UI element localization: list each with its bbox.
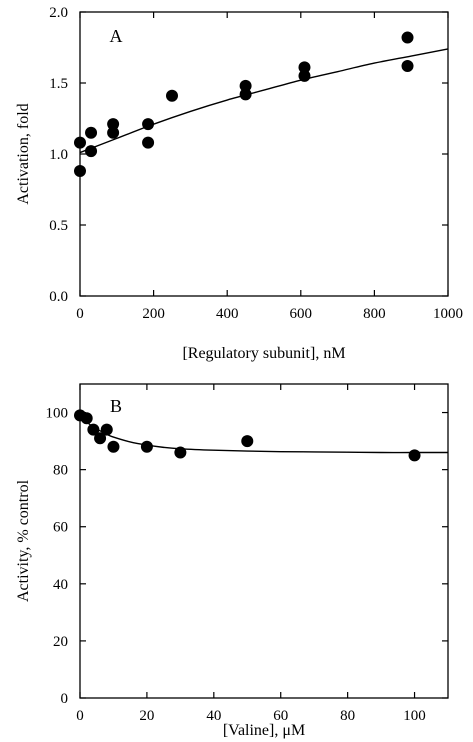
y-axis-label: Activity, % control <box>15 479 32 602</box>
y-axis-label: Activation, fold <box>15 103 32 204</box>
data-point <box>401 31 414 44</box>
y-tick-label: 1.0 <box>49 147 68 163</box>
data-point <box>107 118 120 131</box>
data-point <box>87 423 100 436</box>
y-tick-label: 60 <box>53 520 68 536</box>
y-tick-label: 1.5 <box>49 76 68 92</box>
x-tick-label: 60 <box>273 708 288 724</box>
data-point <box>80 412 93 425</box>
y-tick-label: 20 <box>53 634 68 650</box>
x-tick-label: 0 <box>76 708 84 724</box>
x-tick-label: 1000 <box>433 306 463 322</box>
data-point <box>408 449 421 462</box>
x-axis-label: [Regulatory subunit], nM <box>182 345 345 362</box>
data-point <box>74 136 86 149</box>
y-tick-label: 2.0 <box>49 5 68 21</box>
data-point <box>100 423 113 436</box>
x-tick-label: 800 <box>363 306 386 322</box>
data-point <box>74 165 86 178</box>
x-tick-label: 400 <box>216 306 239 322</box>
data-point <box>85 145 98 158</box>
plot-frame <box>79 383 449 699</box>
y-tick-label: 40 <box>53 577 68 593</box>
data-point <box>107 440 120 453</box>
y-tick-label: 0.5 <box>49 218 68 234</box>
data-point <box>298 61 311 74</box>
x-tick-label: 20 <box>139 708 154 724</box>
panel-letter: A <box>110 26 123 46</box>
data-point <box>142 118 155 131</box>
x-tick-label: 100 <box>403 708 426 724</box>
panel-b: 0 20 40 60 80 100 0 20 40 60 80 100 [Valine], μM Acti… <box>15 383 449 739</box>
data-point <box>85 126 98 139</box>
x-tick-label: 200 <box>142 306 165 322</box>
data-point <box>142 136 155 149</box>
fit-curve <box>79 48 449 154</box>
data-point <box>174 446 187 459</box>
data-point <box>401 59 414 72</box>
data-point <box>166 89 178 102</box>
panel-letter: B <box>110 396 122 416</box>
panel-a: 0 200 400 600 800 1000 0.0 0.5 1.0 1.5 2.0 [Regulat… <box>15 5 463 362</box>
x-axis-label: [Valine], μM <box>223 722 305 739</box>
x-tick-label: 40 <box>206 708 221 724</box>
plot-frame <box>79 11 449 297</box>
data-point <box>298 69 311 82</box>
y-tick-label: 0.0 <box>49 289 68 305</box>
data-point <box>94 432 107 445</box>
y-tick-label: 80 <box>53 463 68 479</box>
data-point <box>241 435 254 448</box>
data-point <box>239 79 252 92</box>
data-point <box>140 440 153 453</box>
fit-curve <box>79 416 448 454</box>
data-point <box>239 88 252 101</box>
x-tick-label: 80 <box>340 708 355 724</box>
x-tick-label: 0 <box>76 306 84 322</box>
y-tick-label: 0 <box>61 691 69 707</box>
data-point <box>107 126 120 139</box>
x-tick-label: 600 <box>290 306 313 322</box>
y-tick-label: 100 <box>46 406 69 422</box>
